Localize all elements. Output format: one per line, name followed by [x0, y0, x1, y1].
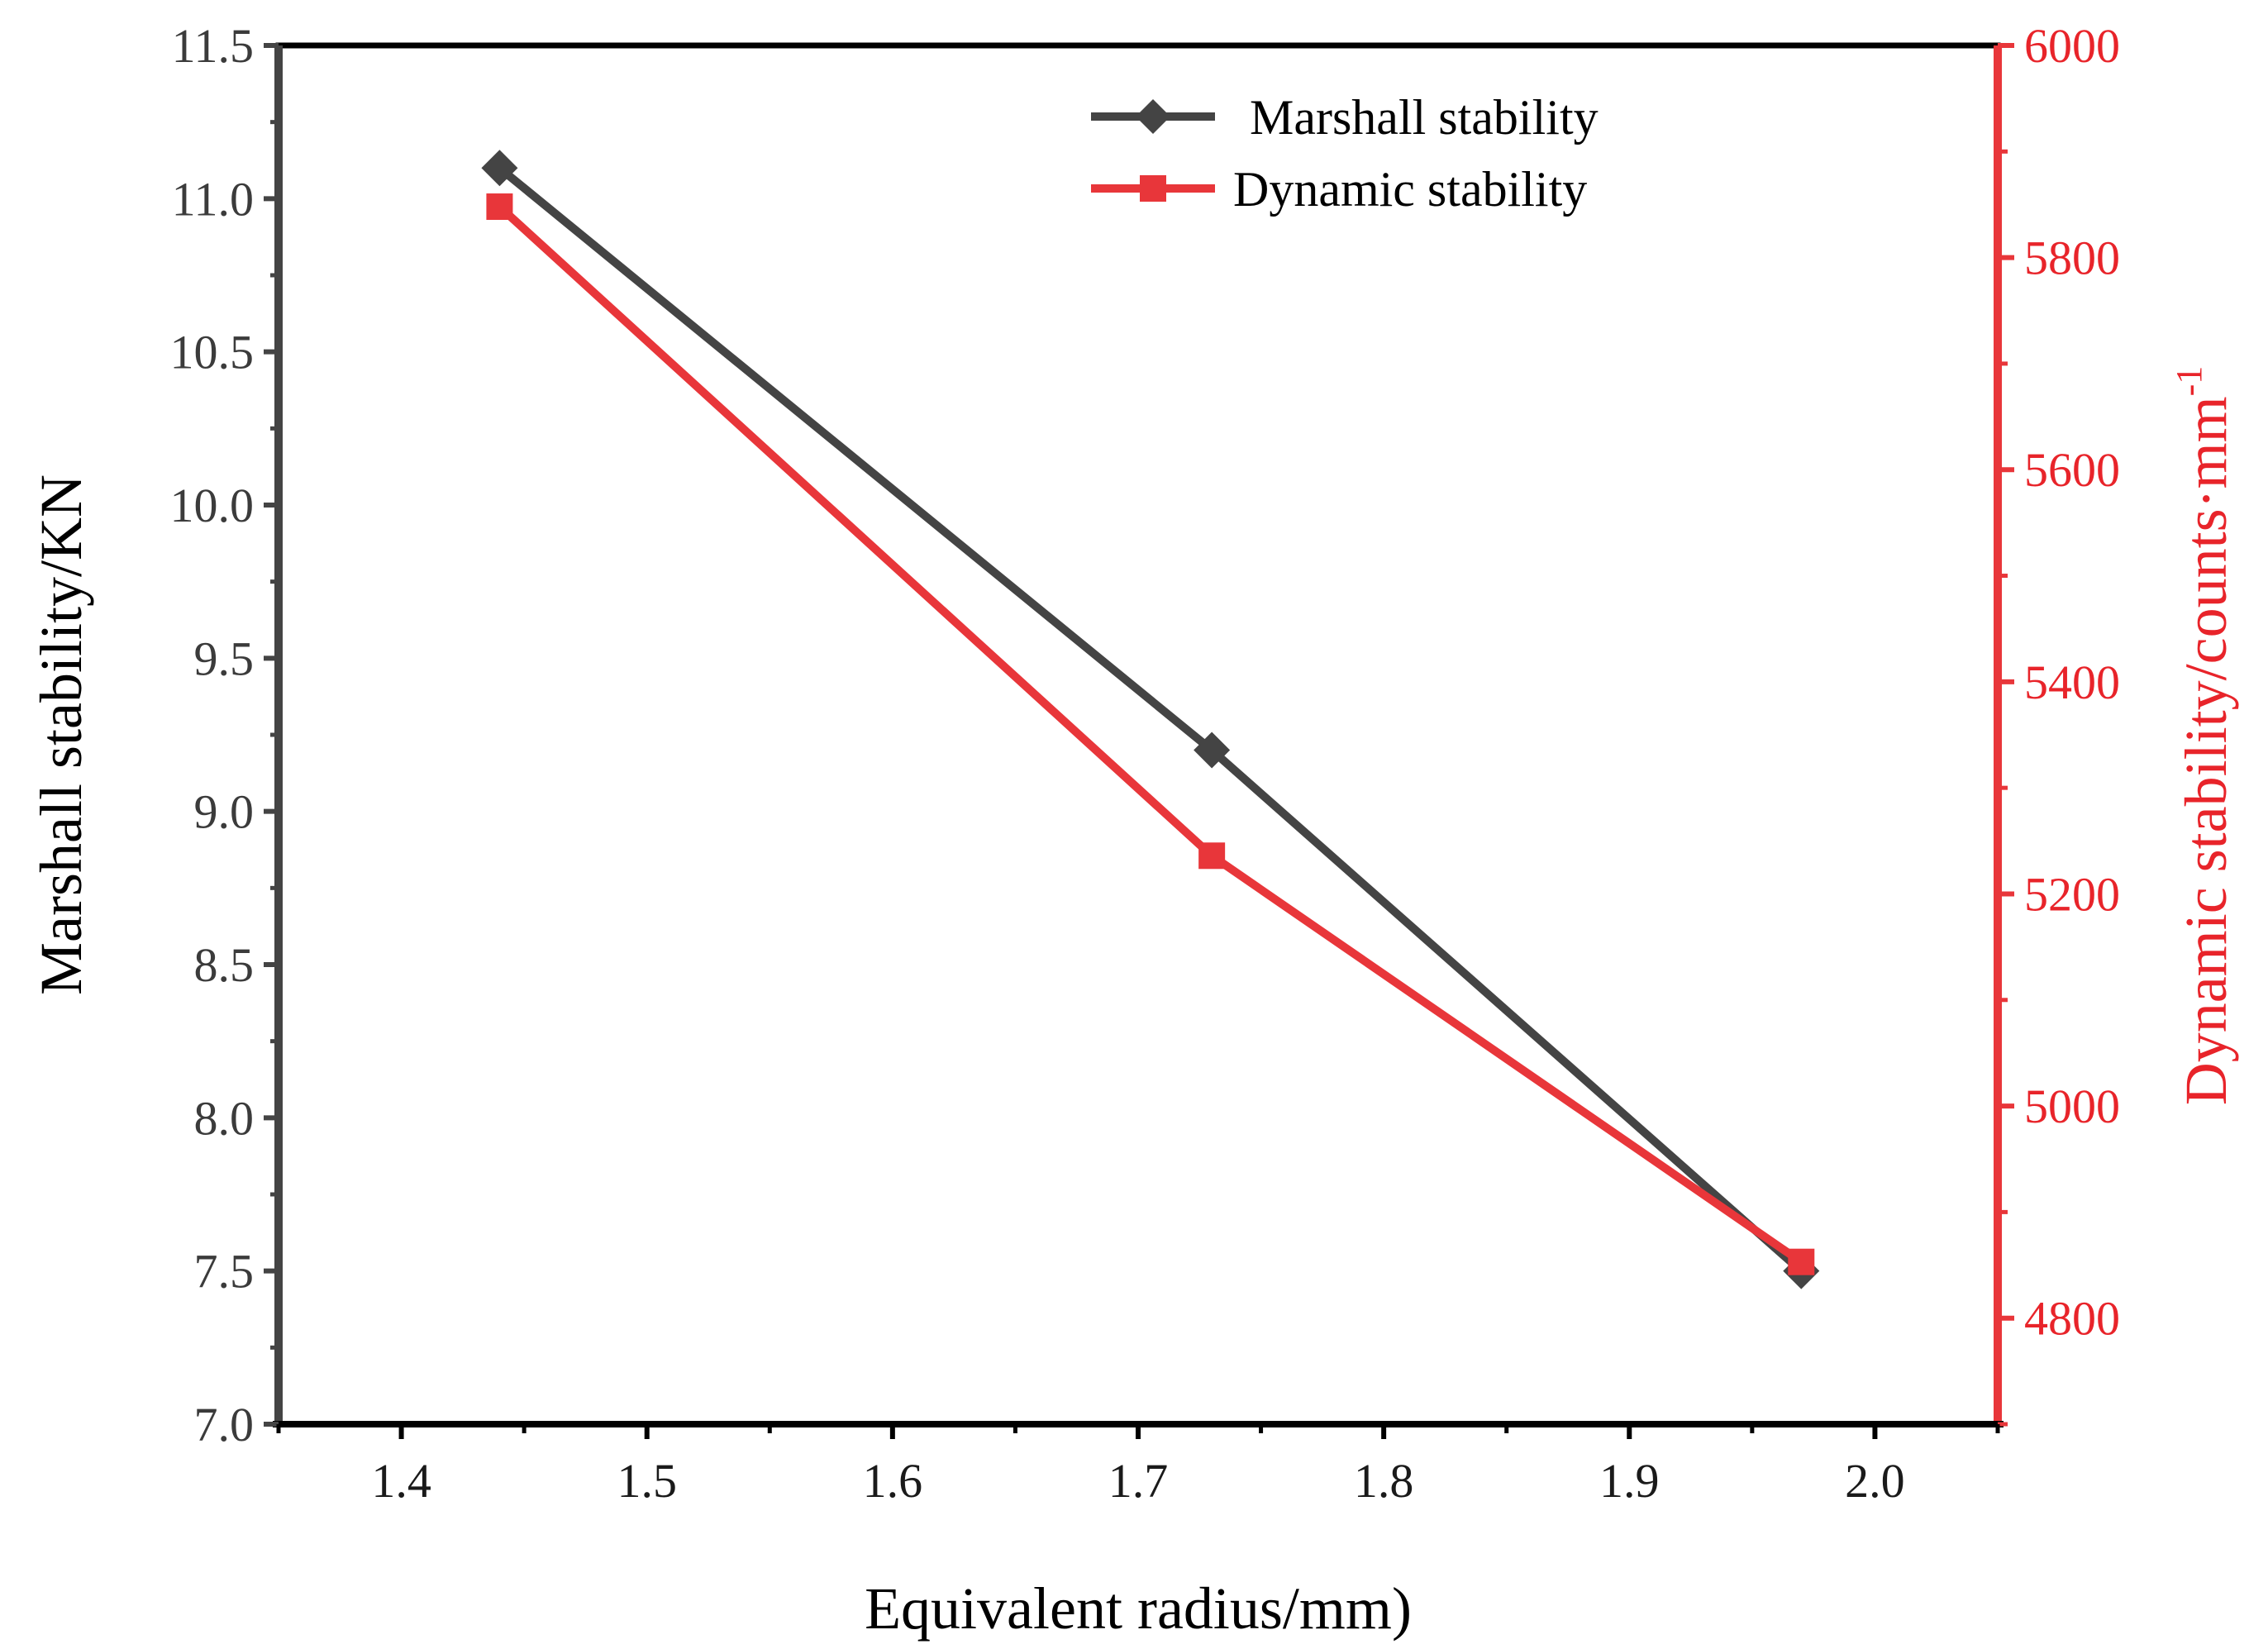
y2-axis-label-superscript: -1 — [2169, 366, 2209, 397]
left-tick-label: 10.5 — [170, 326, 255, 379]
bottom-axis-ticks: 1.4 1.5 1.6 1.7 1.8 1.9 2.0 — [276, 1424, 2000, 1508]
bottom-tick-label: 1.4 — [371, 1454, 431, 1508]
bottom-tick-label: 1.9 — [1599, 1454, 1660, 1508]
right-tick-label: 5000 — [2024, 1079, 2120, 1133]
right-tick-label: 5600 — [2024, 443, 2120, 497]
legend-marker-dynamic — [1140, 175, 1166, 202]
legend-label-marshall: Marshall stability — [1250, 90, 1599, 145]
dynamic-point — [1788, 1248, 1815, 1275]
left-tick-label: 11.0 — [172, 172, 254, 226]
left-tick-label: 8.0 — [194, 1091, 255, 1145]
left-tick-label: 8.5 — [194, 938, 255, 992]
left-tick-label: 7.5 — [194, 1245, 255, 1299]
y2-axis-label: Dynamic stability/counts·mm-1 — [2169, 366, 2239, 1106]
series-line-marshall — [497, 164, 1804, 1275]
series-layer — [481, 150, 1820, 1289]
dynamic-point — [486, 193, 513, 221]
left-tick-label: 9.0 — [194, 785, 255, 839]
marshall-point — [481, 150, 518, 187]
bottom-tick-label: 1.6 — [863, 1454, 923, 1508]
right-tick-label: 5200 — [2024, 867, 2120, 921]
left-tick-label: 11.5 — [172, 19, 254, 73]
right-axis-ticks: 4800 5000 5200 5400 5600 5800 6000 — [1998, 19, 2120, 1427]
left-tick-label: 7.0 — [194, 1398, 255, 1451]
marshall-point — [1194, 732, 1231, 769]
left-tick-label: 9.5 — [194, 631, 255, 685]
bottom-tick-label: 1.8 — [1354, 1454, 1414, 1508]
x-axis-label: Equivalent radius/mm) — [865, 1575, 1412, 1642]
bottom-tick-label: 2.0 — [1845, 1454, 1905, 1508]
left-tick-label: 10.0 — [170, 479, 255, 532]
legend-marker-marshall — [1136, 99, 1170, 134]
bottom-tick-label: 1.7 — [1108, 1454, 1169, 1508]
bottom-tick-label: 1.5 — [617, 1454, 677, 1508]
right-tick-label: 4800 — [2024, 1292, 2120, 1346]
y-axis-label: Marshall stability/KN — [28, 474, 94, 995]
y2-axis-label-main: Dynamic stability/counts·mm — [2173, 396, 2239, 1105]
dynamic-point — [1198, 842, 1226, 870]
legend: Marshall stability Dynamic stability — [1091, 90, 1599, 217]
right-tick-label: 5800 — [2024, 231, 2120, 285]
left-axis-ticks: 7.0 7.5 8.0 8.5 9.0 9.5 10.0 10.5 11.0 11.5 — [170, 19, 279, 1451]
right-tick-label: 6000 — [2024, 19, 2120, 73]
legend-label-dynamic: Dynamic stability — [1233, 162, 1587, 217]
right-tick-label: 5400 — [2024, 655, 2120, 709]
